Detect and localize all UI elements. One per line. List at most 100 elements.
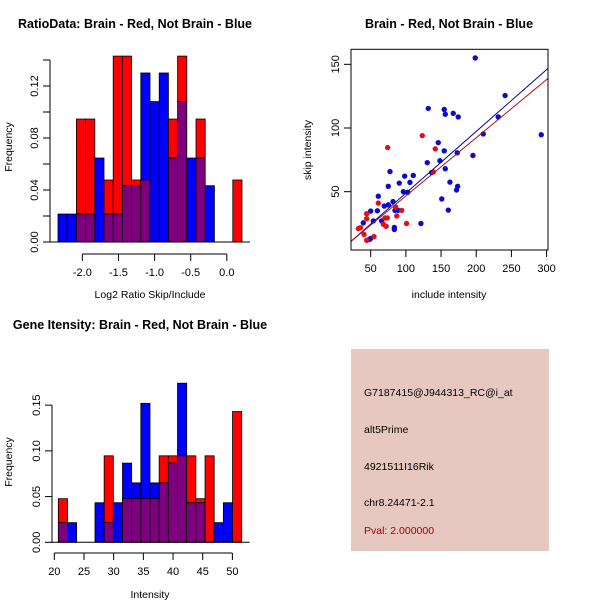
bar-not-brain xyxy=(213,522,224,543)
gene-name: 4921511I16Rik xyxy=(364,461,434,473)
point-brain xyxy=(363,211,370,217)
bar-overlap xyxy=(76,213,87,243)
bar-brain xyxy=(158,455,169,484)
bar-overlap xyxy=(195,502,206,543)
point-not-brain xyxy=(374,208,381,214)
bars xyxy=(57,55,243,243)
point-not-brain xyxy=(381,203,387,209)
event-type: alt5Prime xyxy=(364,424,409,436)
y-tick-label: 0.15 xyxy=(31,394,43,415)
point-brain xyxy=(357,225,364,231)
bar-brain xyxy=(57,498,68,524)
points xyxy=(355,55,544,244)
bar-brain xyxy=(195,498,206,504)
x-tick-label: 40 xyxy=(167,566,179,578)
x-tick-label: -0.5 xyxy=(181,267,200,279)
bar-overlap xyxy=(57,522,68,543)
x-tick-label: -1.5 xyxy=(109,267,128,279)
y-tick-label: 150 xyxy=(330,55,342,73)
point-brain xyxy=(383,223,389,230)
bar-not-brain xyxy=(149,101,160,243)
gene-intensity-histogram: Gene Itensity: Brain - Red, Not Brain - … xyxy=(3,318,267,600)
axes: 50 100 150 200 250 300 50 100 150 xyxy=(330,48,556,275)
point-not-brain xyxy=(445,207,452,213)
bar-brain xyxy=(85,118,96,215)
intensity-scatter: Brain - Red, Not Brain - Blue 50 100 150 20… xyxy=(302,17,556,300)
bar-not-brain xyxy=(222,502,233,543)
bar-not-brain xyxy=(67,522,78,543)
point-not-brain xyxy=(538,132,544,138)
bar-not-brain xyxy=(112,502,123,543)
bar-brain xyxy=(131,179,142,187)
chart-title: RatioData: Brain - Red, Not Brain - Blue xyxy=(18,17,252,31)
point-not-brain xyxy=(391,226,398,233)
point-not-brain xyxy=(387,168,393,175)
point-not-brain xyxy=(407,179,413,186)
point-brain xyxy=(419,132,425,139)
point-brain xyxy=(363,237,370,244)
bar-overlap xyxy=(103,213,114,243)
x-tick-label: 200 xyxy=(467,263,485,275)
bar-brain xyxy=(76,118,87,215)
x-tick-label: 30 xyxy=(108,566,120,578)
ratio-histogram: RatioData: Brain - Red, Not Brain - Blue… xyxy=(3,17,252,300)
point-not-brain xyxy=(447,179,453,185)
bar-not-brain xyxy=(94,502,105,543)
chart-title: Brain - Red, Not Brain - Blue xyxy=(365,17,533,31)
bar-brain xyxy=(103,455,114,524)
y-tick-label: 100 xyxy=(330,119,342,137)
bar-brain xyxy=(167,118,178,159)
x-tick-label: 25 xyxy=(78,566,90,578)
x-tick-label: 150 xyxy=(432,263,450,275)
y-tick-label: 0.00 xyxy=(29,231,41,252)
point-brain xyxy=(375,200,381,206)
point-not-brain xyxy=(435,139,441,146)
bar-overlap xyxy=(122,498,133,543)
bar-overlap xyxy=(149,498,160,543)
bar-brain xyxy=(195,118,206,159)
bar-brain xyxy=(112,55,123,215)
bar-brain xyxy=(103,179,114,215)
x-tick-label: 45 xyxy=(197,566,209,578)
bar-not-brain xyxy=(131,482,142,500)
x-axis-label: Intensity xyxy=(130,589,170,600)
bar-not-brain xyxy=(158,72,169,243)
bar-not-brain xyxy=(204,185,215,243)
axes: 0.00 0.04 0.08 0.12 -2.0 -1.5 -1.0 -0.5 0.0 xyxy=(29,59,250,279)
bar-overlap xyxy=(85,213,96,243)
fit-line-brain xyxy=(350,77,549,242)
point-not-brain xyxy=(470,152,476,159)
x-tick-label: -1.0 xyxy=(145,267,164,279)
point-not-brain xyxy=(424,159,430,166)
bar-not-brain xyxy=(140,402,151,500)
bar-not-brain xyxy=(186,157,197,243)
probe-id: G7187415@J944313_RC@i_at xyxy=(364,387,513,399)
point-not-brain xyxy=(441,106,447,113)
point-not-brain xyxy=(396,180,402,186)
bar-overlap xyxy=(177,101,188,243)
bar-brain xyxy=(232,179,243,243)
x-tick-label: 300 xyxy=(537,263,555,275)
point-brain xyxy=(361,231,367,238)
bar-brain xyxy=(186,455,197,504)
point-not-brain xyxy=(425,105,431,112)
bar-brain xyxy=(204,455,215,543)
point-brain xyxy=(384,215,391,221)
bar-brain xyxy=(177,55,188,102)
bar-overlap xyxy=(131,185,142,243)
bar-overlap xyxy=(140,498,151,543)
x-axis-label: Log2 Ratio Skip/Include xyxy=(95,289,206,300)
bar-not-brain xyxy=(177,382,188,457)
plot-frame xyxy=(350,48,549,251)
point-brain xyxy=(384,144,391,151)
bar-overlap xyxy=(167,157,178,243)
point-not-brain xyxy=(453,187,460,193)
point-not-brain xyxy=(442,166,448,172)
y-axis-label: skip intensity xyxy=(302,119,314,180)
bar-not-brain xyxy=(57,213,68,243)
chart-title: Gene Itensity: Brain - Red, Not Brain - … xyxy=(13,318,267,332)
bar-overlap xyxy=(131,498,142,543)
bar-not-brain xyxy=(122,462,133,500)
point-not-brain xyxy=(441,148,447,154)
axes: 0.00 0.05 0.10 0.15 20 25 30 35 40 45 50 xyxy=(31,394,250,578)
